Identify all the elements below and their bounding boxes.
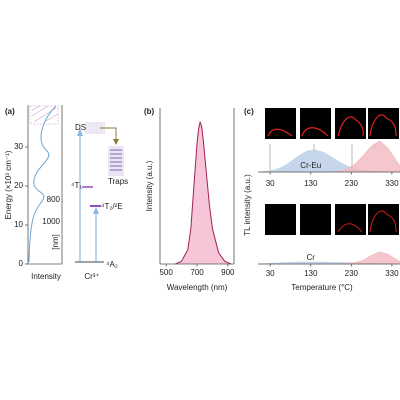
glow <box>337 210 397 233</box>
arrow-head <box>113 139 119 145</box>
x-tick-label: 700 <box>190 268 204 277</box>
arrow-head <box>77 128 83 136</box>
y-axis-label: Intensity (a.u.) <box>145 160 154 211</box>
arrow <box>100 127 117 140</box>
x-tick-label: 500 <box>159 268 173 277</box>
energy-diagram <box>27 105 124 265</box>
inset <box>335 204 366 235</box>
nm-unit: [nm] <box>51 234 60 250</box>
axis-label: Energy (×10³ cm⁻¹) <box>4 150 13 219</box>
inset <box>265 108 296 139</box>
axis-label: Intensity <box>31 272 61 281</box>
nm-label: 1000 <box>42 217 60 226</box>
excitation-curve <box>28 105 57 263</box>
panel-label: (b) <box>144 107 155 116</box>
traps <box>108 146 124 176</box>
x-tick-label: 330 <box>385 179 399 188</box>
x-tick-label: 900 <box>221 268 235 277</box>
nm-label: 800 <box>47 195 61 204</box>
arrow-head <box>93 207 99 214</box>
trap-lines <box>110 149 122 171</box>
y-tick-label: 10 <box>14 220 23 229</box>
inset <box>265 204 296 235</box>
inset <box>300 204 331 235</box>
level-label: ⁴A₂ <box>106 260 118 269</box>
inset <box>335 108 366 139</box>
ds-band <box>85 122 105 134</box>
ion-label: Cr³⁺ <box>84 272 99 281</box>
annotation: Cr-Eu <box>300 161 321 170</box>
level-label: ⁴T₂/²E <box>101 202 123 211</box>
insets <box>265 108 399 235</box>
area-fill <box>175 122 231 264</box>
glow <box>267 114 397 137</box>
x-tick-label: 30 <box>266 269 275 278</box>
hatch <box>31 105 59 123</box>
x-tick-label: 130 <box>304 269 318 278</box>
level-label: ⁴T₁ <box>71 181 82 190</box>
y-axis-label: TL intensity (a.u.) <box>243 174 252 236</box>
y-tick-label: 0 <box>19 259 24 268</box>
annotation: Cr <box>307 253 316 262</box>
x-tick-label: 30 <box>266 179 275 188</box>
pointer <box>269 144 376 170</box>
hatch <box>29 105 59 125</box>
y-tick-label: 20 <box>14 181 23 190</box>
x-tick-label: 330 <box>385 269 399 278</box>
panel-label: (a) <box>5 107 15 116</box>
level-label: Traps <box>108 177 128 186</box>
x-axis-label: Wavelength (nm) <box>167 283 228 292</box>
x-tick-label: 230 <box>345 269 359 278</box>
x-axis-label: Temperature (°C) <box>291 283 353 292</box>
panel-label: (c) <box>244 107 254 116</box>
y-tick-label: 30 <box>14 142 23 151</box>
line <box>175 120 232 265</box>
level-label: DS <box>75 123 86 132</box>
x-tick-label: 230 <box>345 179 359 188</box>
x-tick-label: 130 <box>304 179 318 188</box>
